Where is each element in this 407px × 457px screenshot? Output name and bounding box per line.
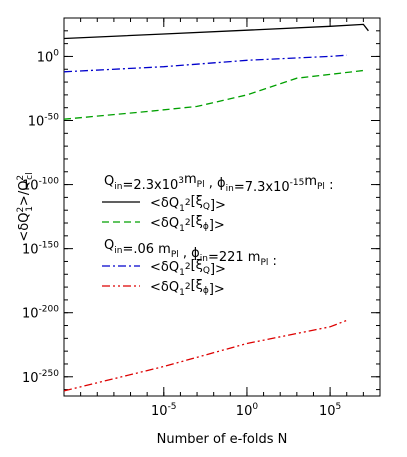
y-axis-title: <δQ21>/Q2cl [16,172,35,241]
legend-header-1: Qin=.06 mPl , ϕin=221 mPl : [104,238,277,269]
svg-text:<δQ21>/Q2cl: <δQ21>/Q2cl [16,172,35,241]
y-tick-label: 10-50 [28,113,60,130]
series-lines [63,23,369,392]
x-tick-label: 100 [236,402,259,419]
x-axis-title: Number of e-folds N [157,432,288,447]
series-line-0 [63,23,369,40]
y-tick-label: 10-100 [22,177,59,194]
legend-label: <δQ12[ξϕ]> [150,214,225,234]
legend-label: <δQ12[ξQ]> [150,258,226,278]
series-line-3 [63,319,347,392]
y-tick-label: 10-250 [22,369,59,386]
legend-label: <δQ12[ξϕ]> [150,278,225,298]
series-line-2 [63,54,347,73]
y-tick-label: 100 [37,48,60,65]
x-tick-label: 105 [319,402,341,419]
x-tick-label: 10-5 [151,402,177,419]
legend: Qin=2.3x103mPl , ϕin=7.3x10-15mPl :<δQ12… [102,172,333,298]
axis-ticks: 10-5 100 105 100 10-50 10-100 10-150 10-200 10-2… [22,18,381,419]
y-tick-label: 10-200 [22,305,59,322]
plot-frame [63,17,381,397]
series-line-1 [63,69,364,120]
legend-label: <δQ12[ξQ]> [150,194,226,214]
legend-header-0: Qin=2.3x103mPl , ϕin=7.3x10-15mPl : [104,172,333,195]
y-tick-label: 10-150 [22,241,59,258]
